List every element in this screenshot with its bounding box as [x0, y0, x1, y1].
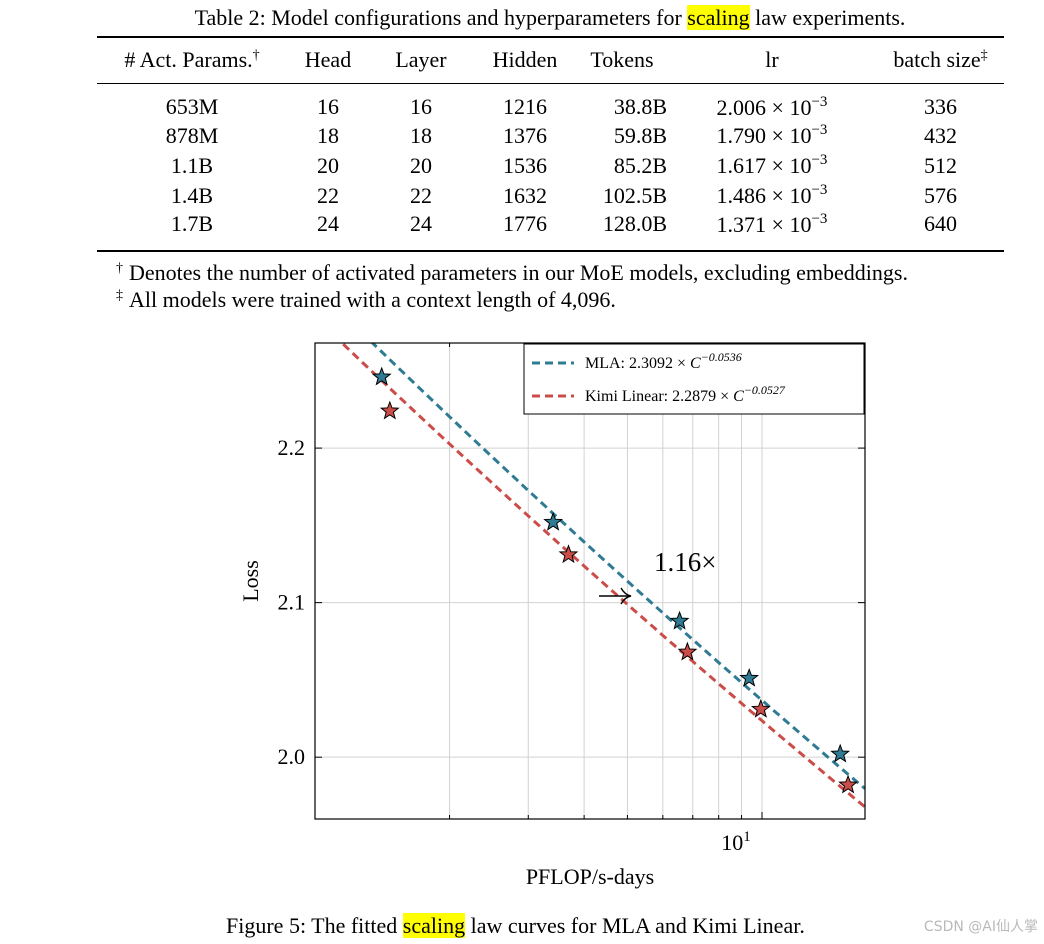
legend-box — [523, 343, 865, 415]
cell-hidden: 1776 — [473, 210, 577, 252]
cell-batch: 640 — [877, 210, 1004, 252]
data-points — [371, 366, 858, 794]
x-tick-label: 101 — [721, 829, 751, 855]
cell-lr: 1.617 × 10−3 — [716, 152, 828, 178]
header-hidden: Hidden — [473, 36, 577, 84]
footnote-double-dagger: ‡ All models were trained with a context … — [116, 283, 616, 313]
cell-head: 22 — [317, 182, 339, 208]
legend-label-kimi-linear: Kimi Linear: 2.2879 × C−0.0527 — [585, 383, 786, 405]
header-batch: batch size‡ — [877, 36, 1004, 84]
data-point-kimi-linear — [838, 774, 858, 794]
header-head: Head — [287, 36, 369, 84]
table-row: 878M 18 18 1376 59.8B 1.790 × 10−3 432 — [97, 121, 1004, 151]
table-header-row: # Act. Params.† Head Layer Hidden Tokens… — [97, 36, 1004, 84]
table-row: 1.4B 22 22 1632 102.5B 1.486 × 10−3 576 — [97, 181, 1004, 211]
table-caption-highlight: scaling — [687, 5, 750, 30]
cell-layer: 20 — [410, 152, 432, 178]
cell-tokens: 85.2B — [613, 152, 667, 178]
figure-caption: Figure 5: The fitted scaling law curves … — [226, 912, 805, 940]
y-axis-ticks: 2.0 2.1 2.2 — [278, 435, 865, 769]
footnote-text: All models were trained with a context l… — [129, 287, 616, 312]
y-axis-label: Loss — [238, 560, 263, 602]
cell-params: 1.4B — [170, 182, 214, 208]
table-caption: Table 2: Model configurations and hyperp… — [0, 4, 1044, 32]
cell-head: 24 — [287, 210, 369, 252]
cell-lr: 1.790 × 10−3 — [716, 122, 828, 148]
fit-line-mla — [370, 343, 865, 790]
data-point-mla — [371, 366, 392, 386]
legend-label-mla: MLA: 2.3092 × C−0.0536 — [585, 350, 742, 372]
table-caption-prefix: Table 2: Model configurations and hyperp… — [194, 5, 688, 30]
cell-lr: 1.486 × 10−3 — [716, 182, 828, 208]
y-tick-label: 2.0 — [278, 744, 306, 769]
cell-params: 1.1B — [170, 152, 214, 178]
legend: MLA: 2.3092 × C−0.0536 Kimi Linear: 2.28… — [523, 343, 865, 415]
grid — [315, 343, 865, 819]
cell-tokens: 128.0B — [577, 210, 667, 252]
cell-batch: 512 — [924, 152, 957, 178]
table-row: 1.1B 20 20 1536 85.2B 1.617 × 10−3 512 — [97, 151, 1004, 181]
cell-head: 20 — [317, 152, 339, 178]
header-layer: Layer — [369, 36, 473, 84]
fit-lines — [339, 343, 865, 809]
cell-lr: 1.371 × 10−3 — [667, 210, 877, 252]
figure-caption-suffix: law curves for MLA and Kimi Linear. — [465, 913, 805, 938]
watermark: CSDN @AI仙人掌 — [923, 919, 1038, 935]
cell-lr: 2.006 × 10−3 — [716, 93, 828, 120]
header-params: # Act. Params.† — [97, 36, 287, 84]
cell-params: 878M — [165, 122, 219, 148]
table-caption-suffix: law experiments. — [749, 5, 906, 30]
y-tick-label: 2.1 — [278, 590, 306, 615]
cell-hidden: 1216 — [503, 94, 547, 119]
config-table: # Act. Params.† Head Layer Hidden Tokens… — [97, 36, 1004, 252]
data-point-kimi-linear — [677, 641, 698, 661]
figure-caption-prefix: Figure 5: The fitted — [226, 913, 403, 938]
cell-batch: 576 — [924, 182, 957, 208]
cell-layer: 16 — [410, 94, 432, 119]
data-point-mla — [669, 610, 690, 630]
cell-layer: 24 — [369, 210, 473, 252]
figure-caption-highlight: scaling — [402, 913, 466, 938]
cell-batch: 336 — [924, 94, 957, 119]
cell-tokens: 59.8B — [613, 122, 667, 148]
data-point-kimi-linear — [379, 400, 400, 420]
cell-layer: 18 — [410, 122, 432, 148]
cell-head: 16 — [317, 94, 339, 119]
footnote-text: Denotes the number of activated paramete… — [129, 260, 908, 285]
cell-hidden: 1376 — [503, 122, 547, 148]
cell-batch: 432 — [924, 122, 957, 148]
speedup-arrow — [599, 587, 632, 605]
footnote-mark: † — [116, 261, 123, 276]
cell-hidden: 1632 — [503, 182, 547, 208]
header-tokens: Tokens — [577, 36, 667, 84]
x-axis-label: PFLOP/s-days — [526, 864, 654, 889]
scaling-law-chart: 2.0 2.1 2.2 101 PFLOP/s-days Loss 1.16× ML… — [238, 342, 866, 889]
data-point-mla — [739, 667, 760, 687]
y-tick-label: 2.2 — [278, 435, 306, 460]
cell-tokens: 102.5B — [602, 182, 667, 208]
data-point-kimi-linear — [558, 544, 579, 564]
data-point-kimi-linear — [750, 698, 771, 718]
plot-frame — [314, 342, 866, 820]
footnote-dagger: † Denotes the number of activated paramet… — [116, 256, 908, 286]
table-row: 1.7B 24 24 1776 128.0B 1.371 × 10−3 640 — [97, 210, 1004, 252]
cell-layer: 22 — [410, 182, 432, 208]
cell-params: 1.7B — [97, 210, 287, 252]
cell-params: 653M — [165, 94, 219, 119]
cell-hidden: 1536 — [503, 152, 547, 178]
data-point-mla — [830, 743, 851, 763]
fit-line-kimi-linear — [339, 343, 865, 809]
table-row: 653M 16 16 1216 38.8B 2.006 × 10−3 336 — [97, 83, 1004, 121]
data-point-mla — [543, 511, 564, 531]
cell-head: 18 — [317, 122, 339, 148]
header-lr: lr — [667, 36, 877, 84]
footnote-mark: ‡ — [116, 288, 123, 303]
cell-tokens: 38.8B — [613, 94, 667, 119]
speedup-annotation: 1.16× — [654, 547, 716, 577]
